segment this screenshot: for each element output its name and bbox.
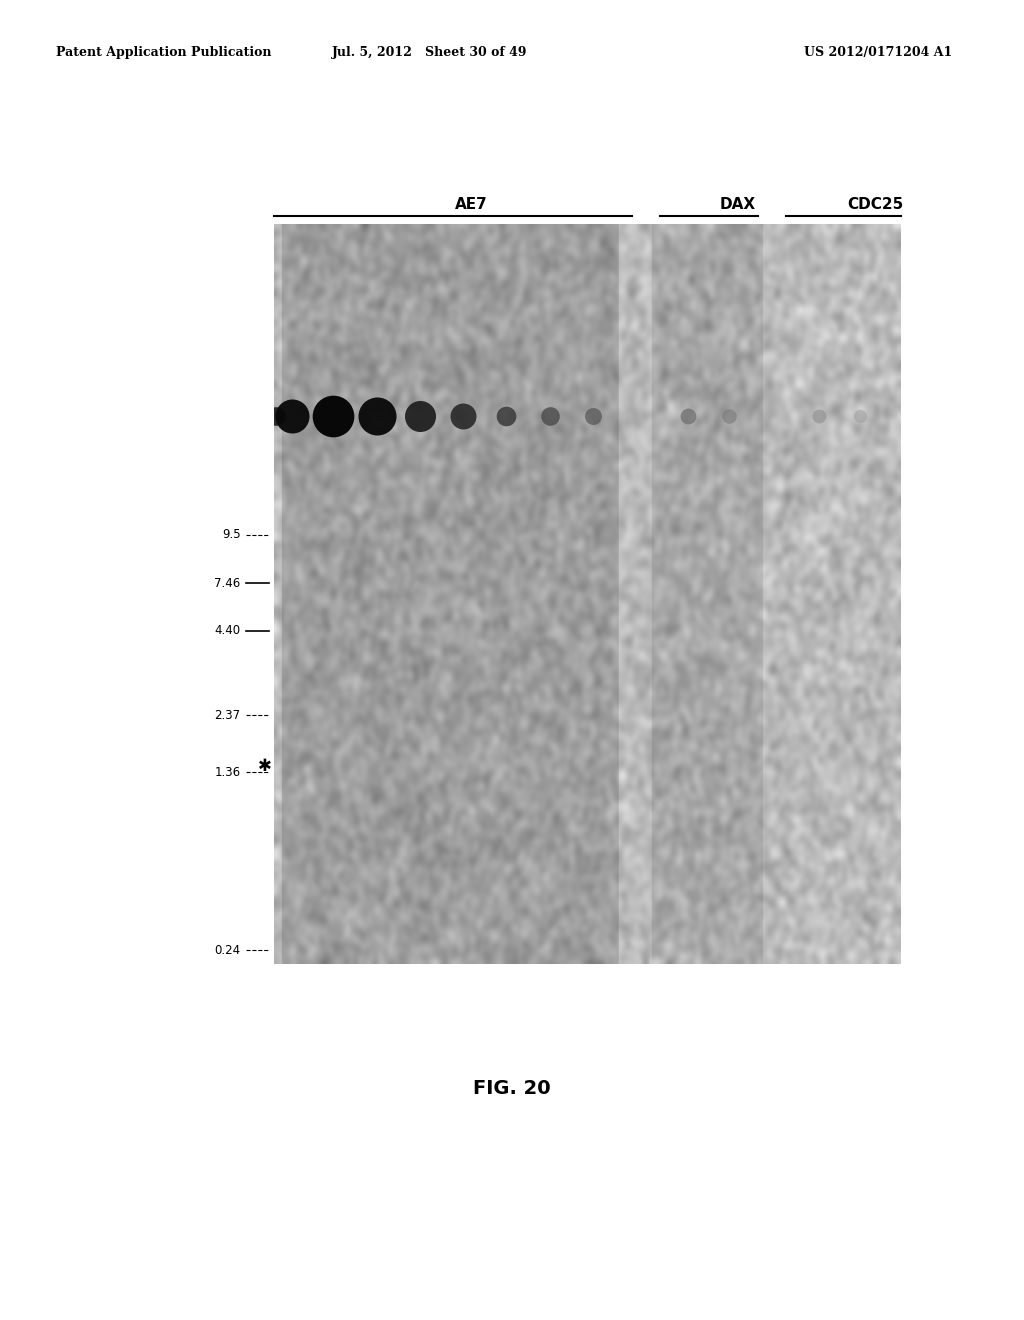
Text: 7.46: 7.46 <box>214 577 241 590</box>
Text: 0 H: 0 H <box>683 230 693 247</box>
Text: 2.37: 2.37 <box>214 709 241 722</box>
Text: Jul. 5, 2012   Sheet 30 of 49: Jul. 5, 2012 Sheet 30 of 49 <box>333 46 527 59</box>
Text: CDC25: CDC25 <box>848 197 903 213</box>
Text: 2 H: 2 H <box>415 230 425 247</box>
Text: 9.5: 9.5 <box>222 528 241 541</box>
Text: 48 H: 48 H <box>588 230 598 253</box>
Text: 2 H: 2 H <box>724 230 734 247</box>
Point <box>680 405 696 426</box>
Text: AE7: AE7 <box>455 197 487 213</box>
Point <box>284 405 300 426</box>
Text: 4.40: 4.40 <box>214 624 241 638</box>
Text: 12 H: 12 H <box>501 230 511 253</box>
Point <box>721 405 737 426</box>
Point <box>585 405 601 426</box>
Text: 6 H: 6 H <box>458 230 468 247</box>
Point <box>268 405 285 426</box>
Text: 0 H: 0 H <box>287 230 297 247</box>
Text: DAX: DAX <box>719 197 756 213</box>
Point <box>811 405 827 426</box>
Point <box>369 405 385 426</box>
Point <box>542 405 558 426</box>
Text: FIG. 20: FIG. 20 <box>473 1080 551 1098</box>
Point <box>852 405 868 426</box>
Text: 2 H: 2 H <box>855 230 865 247</box>
Text: 0 H: 0 H <box>814 230 824 247</box>
Point <box>325 405 341 426</box>
Text: 1.36: 1.36 <box>214 766 241 779</box>
Text: Patent Application Publication: Patent Application Publication <box>56 46 271 59</box>
Text: 0.5 H: 0.5 H <box>328 230 338 257</box>
Text: 1 H: 1 H <box>372 230 382 247</box>
Text: ✱: ✱ <box>257 756 271 775</box>
Point <box>455 405 471 426</box>
Point <box>498 405 514 426</box>
Text: 24 H: 24 H <box>545 230 555 253</box>
Text: 0.24: 0.24 <box>214 944 241 957</box>
Text: US 2012/0171204 A1: US 2012/0171204 A1 <box>804 46 952 59</box>
Point <box>412 405 428 426</box>
